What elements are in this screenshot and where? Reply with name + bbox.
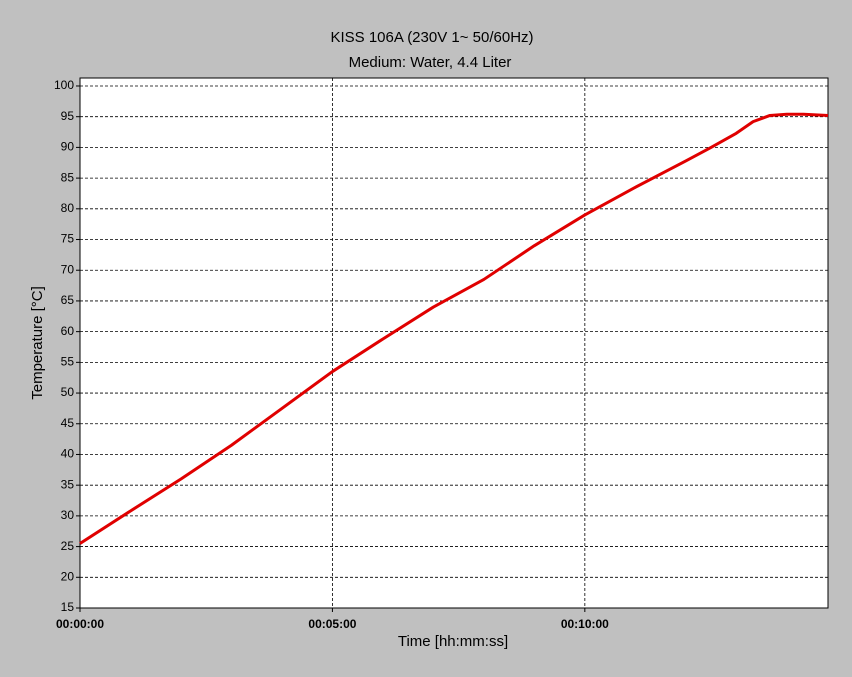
y-tick-label: 65 [61, 293, 75, 307]
y-tick-label: 60 [61, 324, 75, 338]
y-tick-label: 35 [61, 477, 75, 491]
y-tick-label: 55 [61, 355, 75, 369]
y-tick-label: 40 [61, 447, 75, 461]
y-tick-label: 75 [61, 232, 75, 246]
x-tick-label: 00:05:00 [308, 617, 356, 631]
x-tick-label: 00:00:00 [56, 617, 104, 631]
y-tick-label: 90 [61, 140, 75, 154]
chart-subtitle: Medium: Water, 4.4 Liter [349, 54, 512, 71]
y-axis-label: Temperature [°C] [29, 286, 46, 400]
y-tick-label: 70 [61, 262, 75, 276]
y-tick-label: 45 [61, 416, 75, 430]
y-tick-label: 30 [61, 508, 75, 522]
y-tick-label: 80 [61, 201, 75, 215]
y-tick-label: 20 [61, 569, 75, 583]
y-tick-label: 100 [54, 78, 74, 92]
y-tick-label: 25 [61, 539, 75, 553]
chart-title: KISS 106A (230V 1~ 50/60Hz) [330, 29, 533, 46]
y-tick-label: 15 [61, 600, 75, 614]
x-tick-label: 00:10:00 [561, 617, 609, 631]
x-axis-label: Time [hh:mm:ss] [398, 633, 508, 650]
data-line [79, 112, 829, 545]
y-tick-label: 50 [61, 385, 75, 399]
y-tick-label: 95 [61, 109, 75, 123]
plot-area [79, 77, 829, 609]
y-tick-label: 85 [61, 170, 75, 184]
